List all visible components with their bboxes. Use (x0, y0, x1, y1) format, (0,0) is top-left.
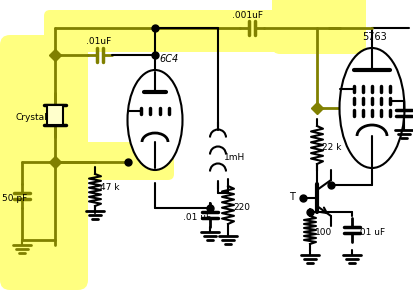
Text: .01 uF: .01 uF (356, 228, 384, 237)
Text: 6C4: 6C4 (159, 54, 178, 64)
Text: 47 k: 47 k (100, 183, 119, 192)
Text: 5763: 5763 (361, 32, 386, 42)
Text: .001uF: .001uF (231, 11, 262, 20)
Text: 22 k: 22 k (321, 143, 341, 152)
FancyBboxPatch shape (44, 142, 173, 180)
Text: Crystal: Crystal (16, 113, 47, 122)
Text: 1mH: 1mH (223, 153, 244, 162)
FancyBboxPatch shape (44, 10, 310, 52)
Text: T: T (288, 192, 294, 202)
Text: 220: 220 (233, 203, 249, 212)
Ellipse shape (339, 48, 404, 168)
Text: .01uF: .01uF (86, 37, 111, 46)
Text: .01 uF: .01 uF (183, 213, 211, 222)
Bar (47, 105, 63, 125)
Text: 50 pF: 50 pF (2, 194, 27, 203)
FancyBboxPatch shape (0, 35, 88, 290)
Text: 100: 100 (314, 228, 332, 237)
FancyBboxPatch shape (271, 0, 365, 54)
Ellipse shape (127, 70, 182, 170)
